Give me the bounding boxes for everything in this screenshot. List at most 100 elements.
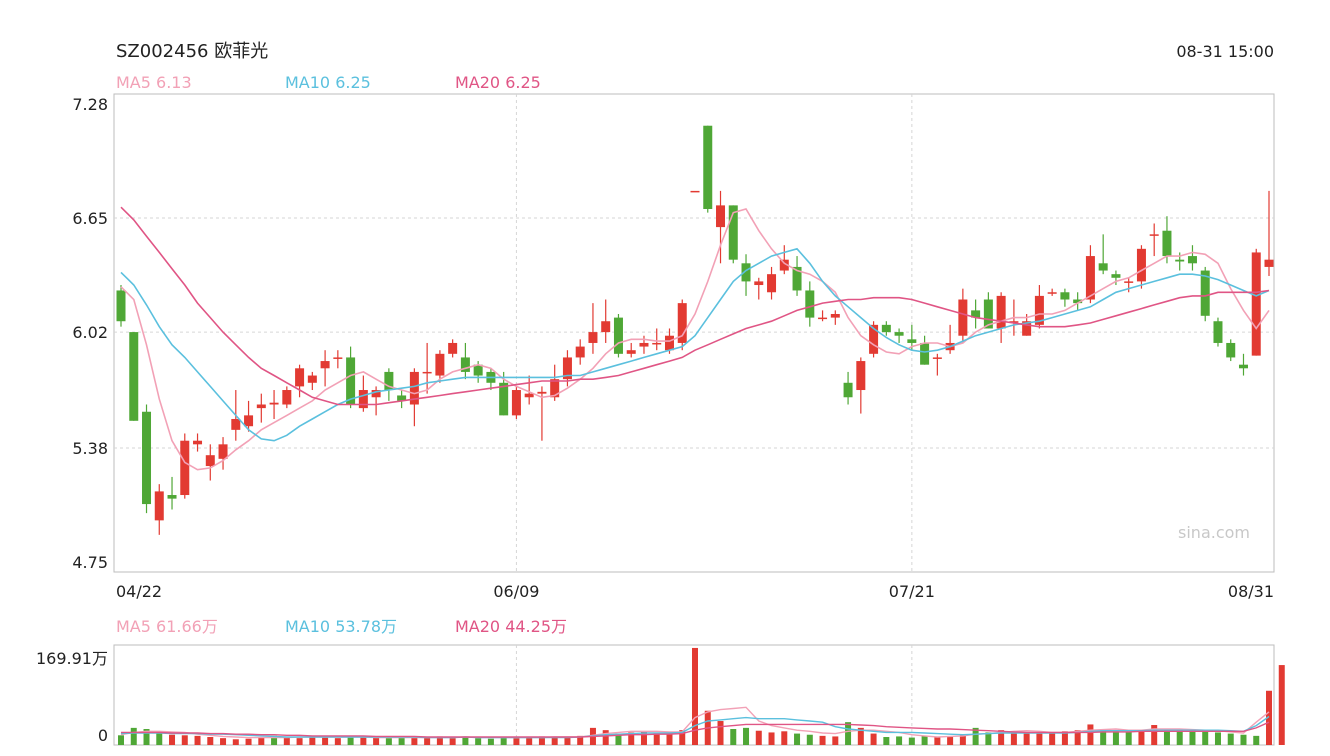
candle xyxy=(524,375,534,405)
candle-body xyxy=(601,321,611,333)
watermark: sina.com xyxy=(1178,523,1250,542)
candle-body xyxy=(1124,281,1134,283)
volume-bar xyxy=(1036,733,1043,745)
candle xyxy=(142,404,152,514)
candle-body xyxy=(767,274,777,293)
candle xyxy=(1226,339,1236,362)
volume-ma10-label: MA10 53.78万 xyxy=(285,617,397,636)
candle xyxy=(1098,234,1108,275)
volume-ma5-label: MA5 61.66万 xyxy=(116,617,218,636)
candle-body xyxy=(1047,292,1057,294)
price-x-tick: 04/22 xyxy=(116,582,162,601)
candle-body xyxy=(805,290,815,318)
candle-body xyxy=(1200,270,1210,316)
volume-bar xyxy=(487,738,494,745)
candle-body xyxy=(180,440,190,496)
candle xyxy=(282,386,292,409)
candlestick-series xyxy=(116,125,1274,535)
candle-body xyxy=(1264,259,1274,267)
volume-ma20-label: MA20 44.25万 xyxy=(455,617,567,636)
volume-bar xyxy=(1202,730,1209,745)
volume-bar xyxy=(845,722,852,745)
stock-title: SZ002456 欧菲光 xyxy=(116,41,268,62)
price-x-axis: 04/22 06/09 07/21 08/31 xyxy=(116,582,1274,601)
candle-body xyxy=(996,295,1006,329)
volume-bar xyxy=(207,737,214,745)
candle-body xyxy=(869,324,879,354)
candle-body xyxy=(716,205,726,228)
candle-body xyxy=(524,393,534,398)
candle-body xyxy=(1085,256,1095,300)
volume-bar xyxy=(526,737,533,745)
candle xyxy=(843,371,853,405)
volume-bar xyxy=(449,738,456,745)
volume-bar xyxy=(755,730,762,745)
volume-bar xyxy=(373,737,380,745)
price-x-tick: 08/31 xyxy=(1228,582,1274,601)
price-y-tick: 7.28 xyxy=(72,95,108,114)
candle-body xyxy=(690,190,700,193)
volume-bar xyxy=(462,737,469,745)
candle-body xyxy=(1162,230,1172,257)
candle xyxy=(295,364,305,398)
volume-bar xyxy=(679,730,686,745)
volume-bar xyxy=(1138,731,1145,745)
candle-body xyxy=(129,332,139,421)
candle xyxy=(639,335,649,354)
candle-body xyxy=(818,317,828,320)
volume-bar xyxy=(794,733,801,745)
candle xyxy=(358,375,368,412)
candle xyxy=(1213,317,1223,347)
volume-bar xyxy=(130,727,137,745)
volume-bar xyxy=(220,738,227,745)
candle-body xyxy=(384,371,394,391)
candle xyxy=(818,310,828,322)
volume-bar xyxy=(985,732,992,745)
candle xyxy=(1047,288,1057,296)
volume-bar xyxy=(819,735,826,745)
candle-body xyxy=(142,411,152,505)
candle-body xyxy=(1213,321,1223,343)
volume-ma20-line xyxy=(121,721,1270,738)
price-ma10-label: MA10 6.25 xyxy=(285,73,371,92)
volume-bar xyxy=(640,731,647,745)
candle-body xyxy=(1238,364,1248,369)
candle xyxy=(754,277,764,300)
price-ma20-line xyxy=(120,206,1270,406)
volume-bar xyxy=(1266,690,1272,745)
candle-body xyxy=(358,390,368,409)
candle xyxy=(167,476,177,510)
candle-body xyxy=(894,332,904,336)
candle-body xyxy=(244,415,254,427)
candle xyxy=(1136,245,1146,289)
price-plot-frame xyxy=(113,93,1275,573)
candle xyxy=(767,266,777,300)
candle xyxy=(1149,223,1159,257)
candle xyxy=(588,303,598,354)
price-x-tick: 07/21 xyxy=(889,582,935,601)
volume-ma-lines xyxy=(120,706,1270,739)
timestamp: 08-31 15:00 xyxy=(1176,42,1274,61)
candle-body xyxy=(1060,292,1070,300)
volume-bar xyxy=(513,738,520,745)
price-ma-lines xyxy=(120,206,1270,471)
volume-bar xyxy=(283,737,290,745)
candle xyxy=(690,190,700,193)
volume-bar xyxy=(1112,731,1119,745)
candle xyxy=(1073,292,1083,311)
candle-body xyxy=(550,379,560,398)
candle xyxy=(703,125,713,213)
candle xyxy=(333,350,343,369)
volume-y-tick: 0 xyxy=(98,726,108,745)
candle-body xyxy=(652,342,662,345)
volume-bar xyxy=(194,735,201,745)
volume-bar xyxy=(1049,732,1056,745)
candle-body xyxy=(333,357,343,359)
candle-body xyxy=(856,361,866,391)
volume-bar xyxy=(475,738,482,745)
candle-body xyxy=(741,263,751,282)
candle xyxy=(422,342,432,394)
candle xyxy=(346,346,356,409)
candle-body xyxy=(1098,263,1108,271)
candle xyxy=(1111,270,1121,286)
